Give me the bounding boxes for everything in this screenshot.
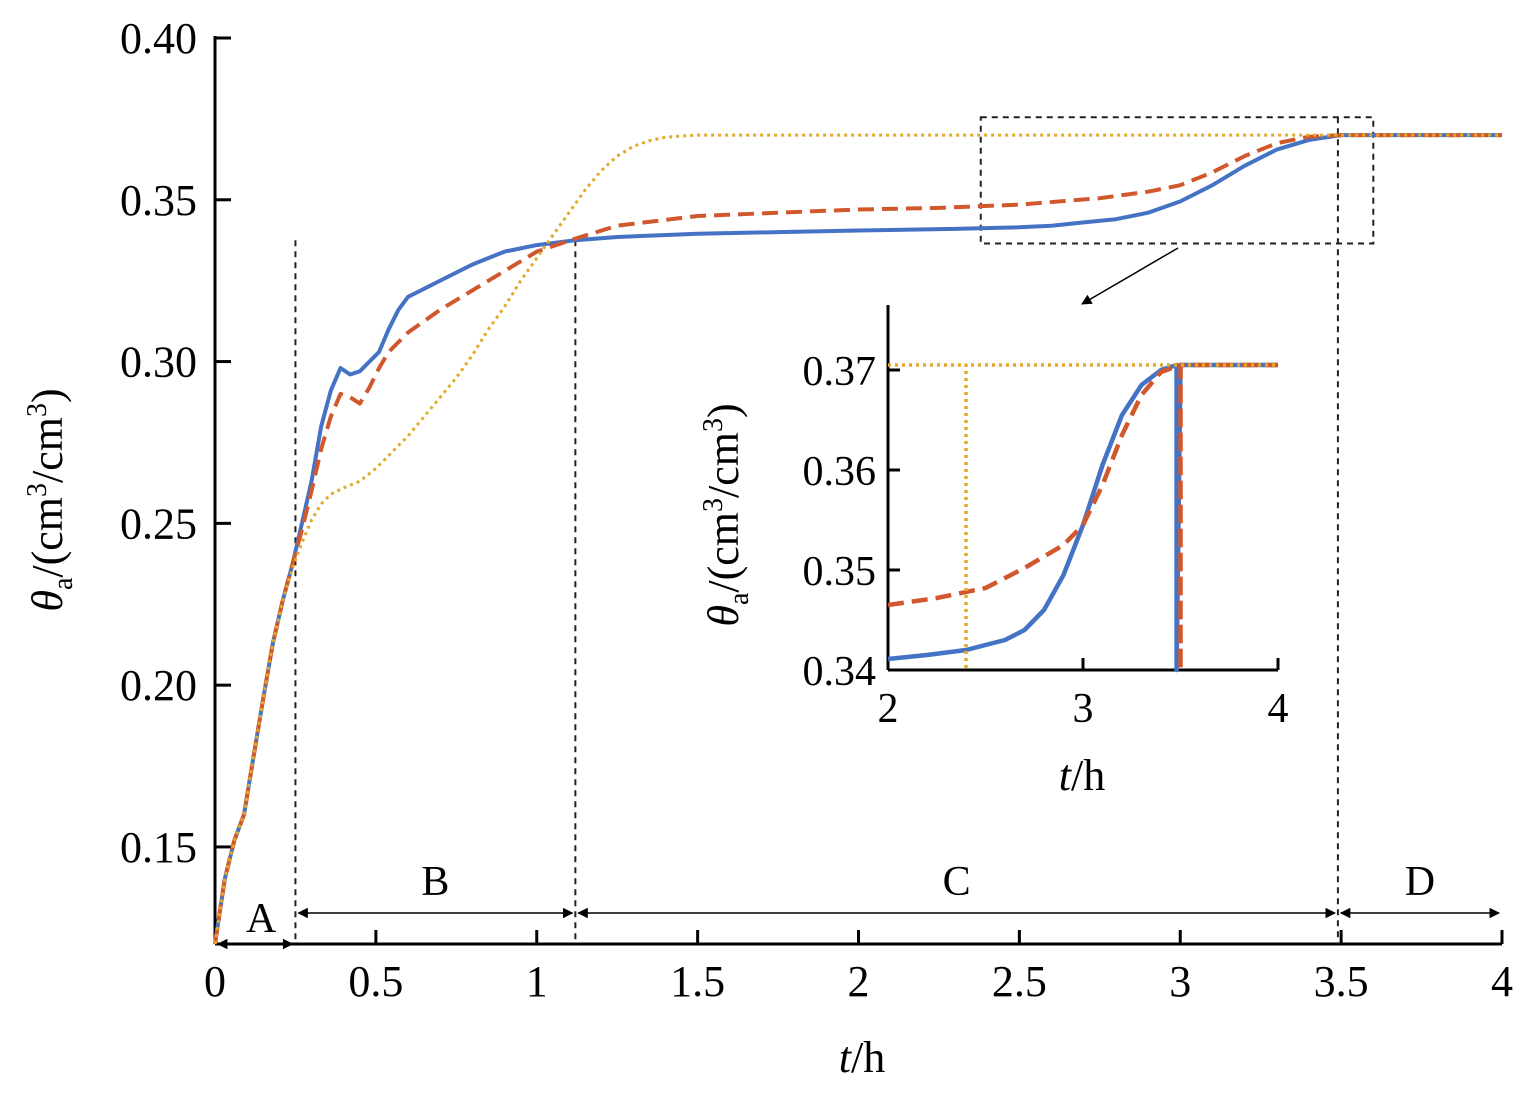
inset-plot: 2 3 4 0.34 0.35 0.36 0.37 t/h θa/(cm3/cm3) [698, 305, 1289, 800]
main-y-tick-label: 0.30 [120, 338, 197, 387]
inset-y-tick-label: 0.37 [803, 349, 877, 395]
main-axes: 0 0.5 1 1.5 2 2.5 3 3.5 4 0.15 0.20 0.25 0.30 0.35 0.4… [120, 14, 1513, 1006]
main-x-tick-label: 1.5 [670, 957, 725, 1006]
inset-series-line-dotted [888, 363, 1278, 672]
series-line-dotted [213, 133, 1502, 945]
inset-series-line-solid [887, 362, 1278, 673]
main-x-tick-label: 3.5 [1314, 957, 1369, 1006]
main-x-axis-label: t/h [839, 1033, 885, 1082]
main-series [213, 133, 1502, 945]
main-x-tick-label: 3 [1169, 957, 1191, 1006]
main-y-tick-label: 0.15 [120, 823, 197, 872]
zoom-box [979, 116, 1375, 245]
region-label: D [1405, 859, 1435, 905]
inset-y-tick-label: 0.36 [803, 449, 877, 495]
main-y-tick-label: 0.25 [120, 499, 197, 548]
region-label: C [943, 859, 971, 905]
inset-y-axis-label: θa/(cm3/cm3) [698, 403, 755, 626]
series-line-solid [213, 133, 1502, 945]
inset-y-tick-label: 0.35 [803, 549, 877, 595]
main-x-tick-label: 0.5 [348, 957, 403, 1006]
region-label: A [246, 896, 277, 942]
main-y-tick-label: 0.40 [120, 14, 197, 63]
inset-x-tick-label: 4 [1268, 686, 1289, 732]
inset-x-axis-label: t/h [1059, 751, 1105, 800]
inset-x-tick-label: 2 [878, 686, 899, 732]
main-x-tick-label: 0 [204, 957, 226, 1006]
main-guides [294, 116, 1375, 944]
inset-y-tick-label: 0.34 [803, 649, 877, 695]
main-y-tick-label: 0.35 [120, 176, 197, 225]
main-x-tick-label: 2 [848, 957, 870, 1006]
series-line-dashed [213, 133, 1502, 945]
main-regions: A B C D [216, 859, 1501, 950]
main-plot: 0 0.5 1 1.5 2 2.5 3 3.5 4 0.15 0.20 0.25 0.30 0.35 0.4… [22, 14, 1513, 1082]
region-label: B [421, 859, 449, 905]
main-y-tick-label: 0.20 [120, 661, 197, 710]
inset-x-tick-label: 3 [1073, 686, 1094, 732]
inset-series [887, 362, 1278, 673]
inset-series-line-dashed [887, 362, 1278, 673]
main-x-tick-label: 1 [526, 957, 548, 1006]
main-y-axis-label: θa/(cm3/cm3) [22, 388, 79, 611]
inset-axes: 2 3 4 0.34 0.35 0.36 0.37 [803, 305, 1289, 732]
main-x-tick-label: 4 [1491, 957, 1513, 1006]
main-x-tick-label: 2.5 [992, 957, 1047, 1006]
zoom-pointer-arrow [1081, 247, 1179, 305]
